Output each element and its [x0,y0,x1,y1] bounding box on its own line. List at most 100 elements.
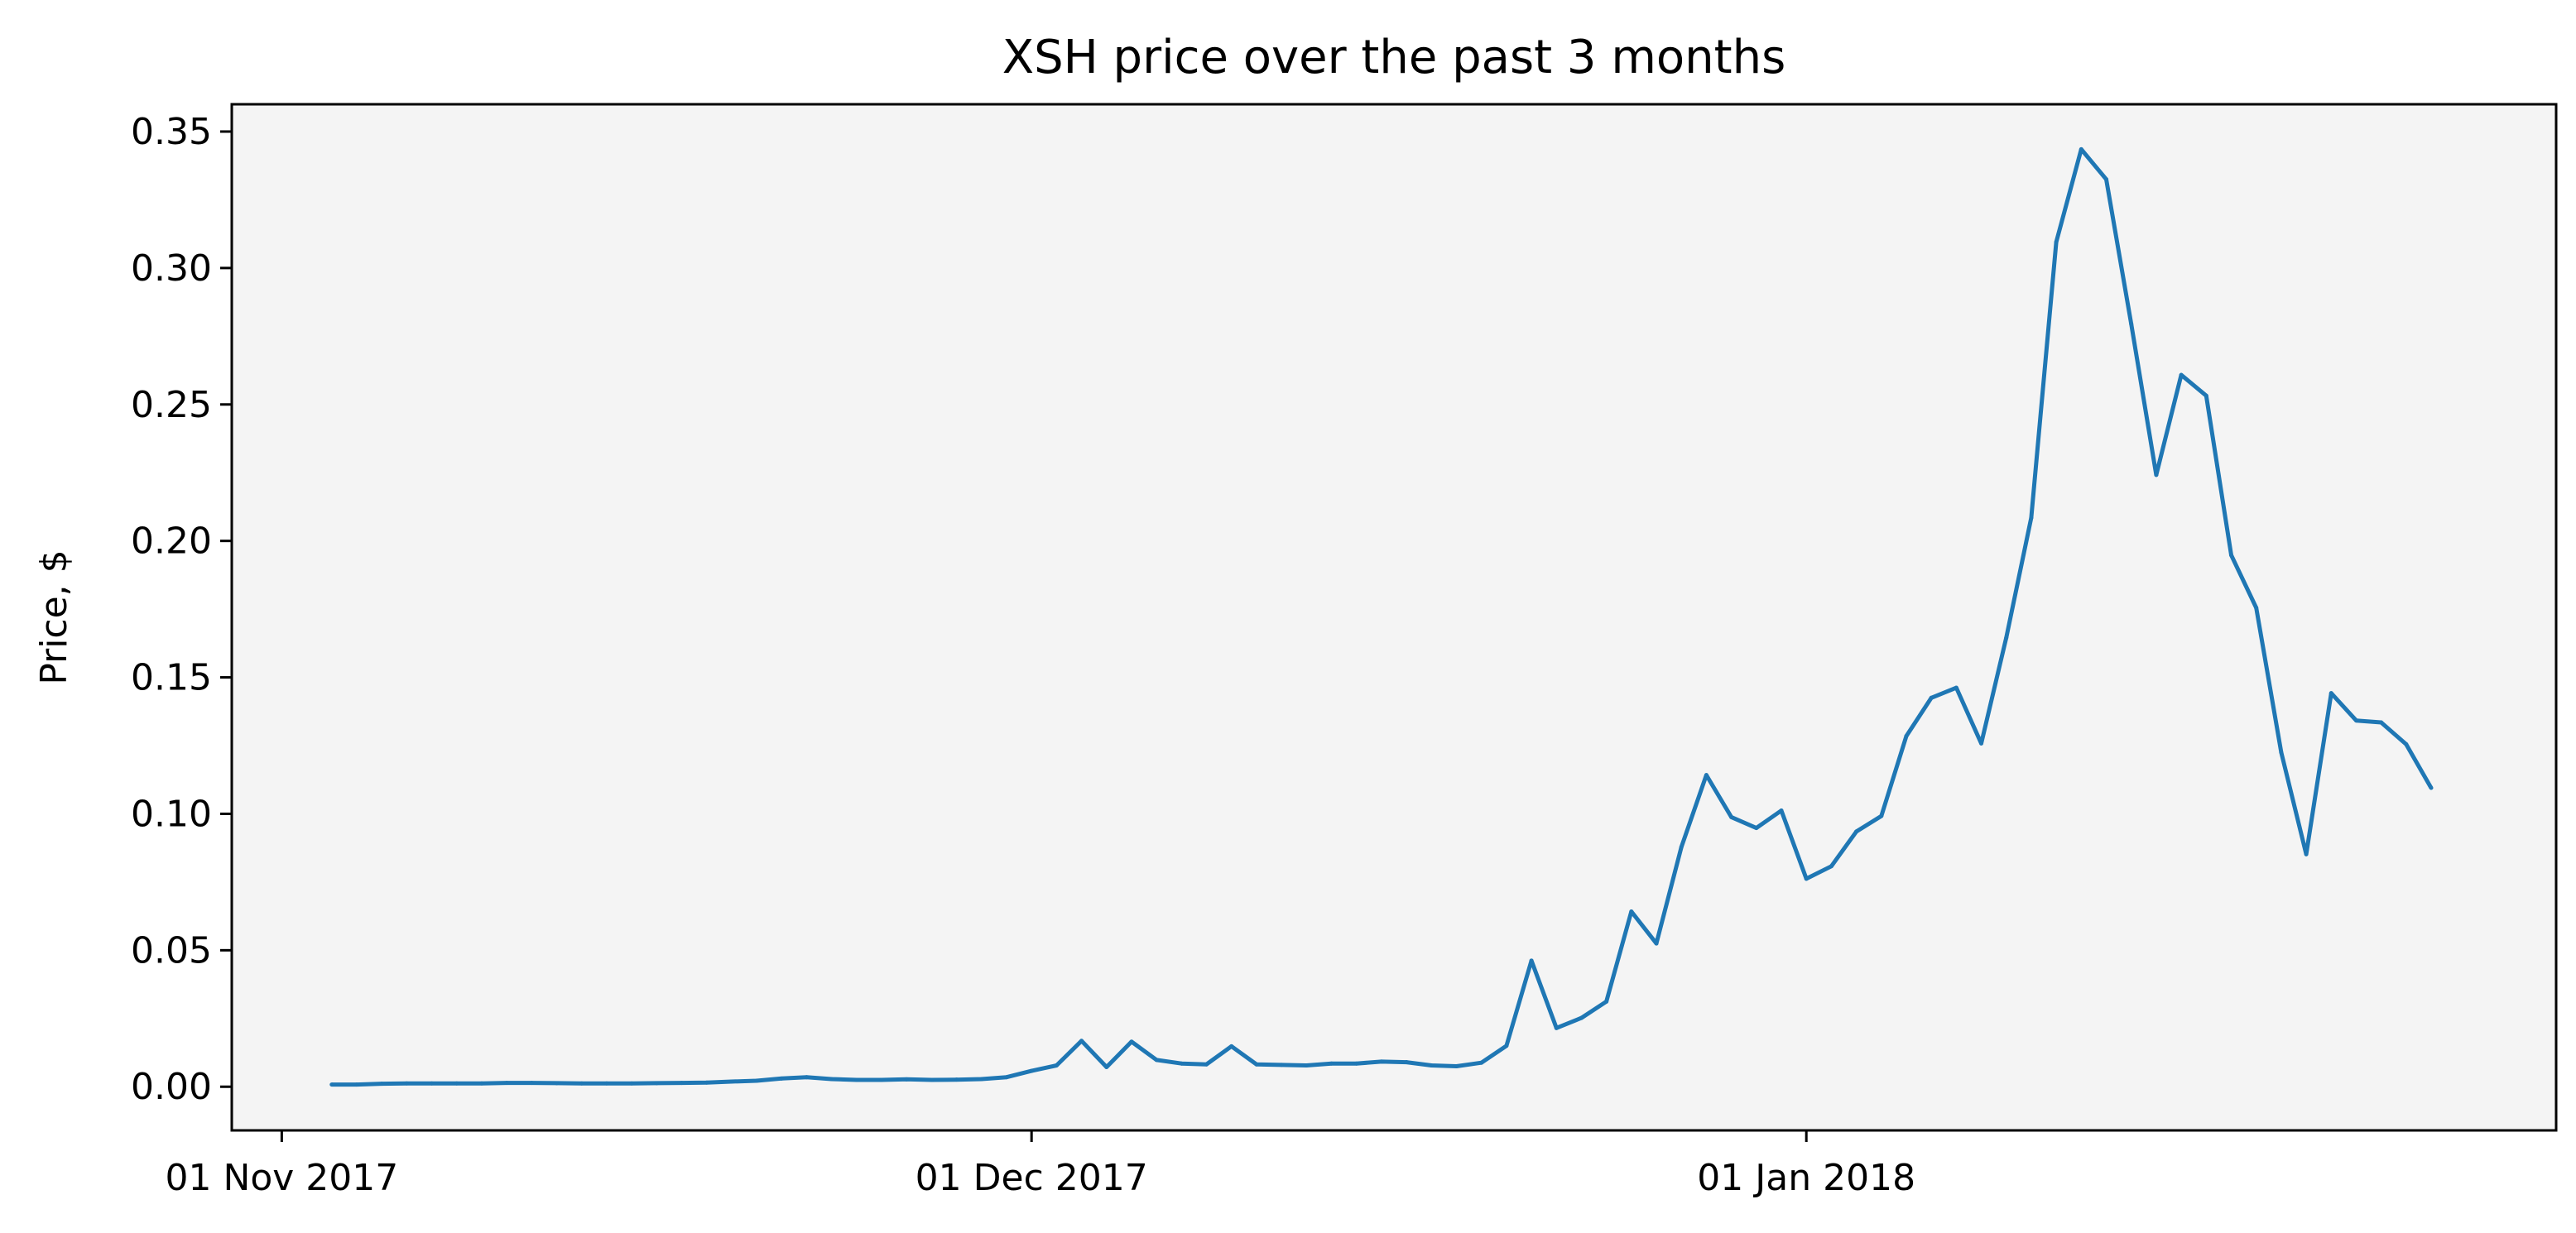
data-point [529,1081,534,1086]
data-point [2054,240,2059,245]
x-tick-label: 01 Jan 2018 [1697,1157,1915,1199]
data-point [954,1077,959,1082]
y-tick-label: 0.35 [131,111,212,153]
data-point [1204,1062,1209,1067]
data-point [1704,773,1709,778]
data-point [2429,785,2434,790]
data-point [2404,741,2409,746]
data-point [654,1081,659,1086]
data-point [754,1078,759,1083]
x-tick-label: 01 Dec 2017 [916,1157,1148,1199]
data-point [904,1077,909,1082]
data-point [1229,1043,1234,1048]
y-tick-label: 0.15 [131,657,212,699]
data-point [1679,845,1684,850]
data-point [2079,146,2083,151]
data-point [804,1075,809,1080]
data-point [1529,958,1534,963]
data-point [354,1082,359,1087]
data-point [1029,1068,1034,1073]
data-point [1479,1060,1484,1065]
data-point [1179,1061,1184,1066]
data-point [2379,720,2384,725]
data-point [1779,808,1784,813]
data-point [2228,553,2233,558]
data-point [579,1081,584,1086]
data-point [2204,393,2208,398]
data-point [729,1079,734,1084]
data-point [2328,691,2333,696]
data-point [1254,1062,1259,1067]
data-point [2353,718,2358,723]
data-point [1879,813,1884,818]
data-point [679,1081,684,1086]
data-point [479,1081,484,1086]
data-point [1829,864,1833,869]
data-point [879,1077,884,1082]
data-point [2254,605,2259,610]
x-tick-label: 01 Nov 2017 [165,1157,398,1199]
data-point [779,1076,784,1081]
y-tick-label: 0.30 [131,247,212,290]
y-tick-label: 0.10 [131,793,212,835]
data-point [2279,750,2284,755]
data-point [329,1082,334,1087]
data-point [1504,1043,1509,1048]
data-point [1379,1059,1384,1064]
x-axis: 01 Nov 2017 01 Dec 2017 01 Jan 2018 [165,1130,1915,1199]
data-point [1729,814,1734,819]
plot-frame [230,103,2558,1132]
y-tick-label: 0.25 [131,384,212,426]
data-point [1429,1063,1434,1068]
y-tick-label: 0.20 [131,521,212,563]
data-point [1954,685,1958,690]
data-point [2304,852,2309,856]
y-tick-label: 0.00 [131,1066,212,1108]
data-point [1004,1075,1009,1080]
data-point [929,1077,934,1082]
data-point [1454,1064,1459,1068]
data-point [1804,876,1809,881]
data-point [629,1081,634,1086]
data-point [1629,909,1634,914]
data-point [2029,516,2034,521]
data-point [1604,999,1609,1004]
data-point [1354,1061,1359,1066]
data-point [1329,1061,1334,1066]
data-point [1279,1063,1284,1067]
y-axis: 0.00 0.05 0.10 0.15 0.20 0.25 0.30 0.35 [131,111,232,1108]
data-point [430,1081,435,1086]
data-point [2004,636,2009,640]
data-point [454,1081,459,1086]
data-point [1979,741,1984,746]
data-point [829,1077,834,1082]
plot-background [232,104,2556,1130]
data-point [1104,1064,1109,1069]
data-point [1854,829,1859,834]
data-point [555,1081,560,1086]
data-point [1554,1025,1559,1030]
data-point [1079,1039,1084,1043]
data-point [1404,1060,1409,1065]
data-point [1129,1039,1134,1044]
data-point [1904,733,1909,738]
data-point [2129,321,2134,326]
chart-title: XSH price over the past 3 months [1002,31,1786,84]
y-tick-label: 0.05 [131,929,212,972]
data-point [1929,695,1934,700]
data-point [704,1080,709,1085]
data-point [604,1081,609,1086]
data-point [979,1077,984,1082]
data-points [329,146,2434,1087]
y-axis-label: Price, $ [33,549,75,684]
data-point [1754,826,1759,831]
data-point [2154,473,2159,477]
data-point [404,1081,409,1086]
data-point [1579,1015,1584,1020]
data-point [1304,1063,1309,1068]
data-point [1054,1063,1059,1068]
data-point [2104,177,2109,182]
data-point [504,1081,509,1086]
